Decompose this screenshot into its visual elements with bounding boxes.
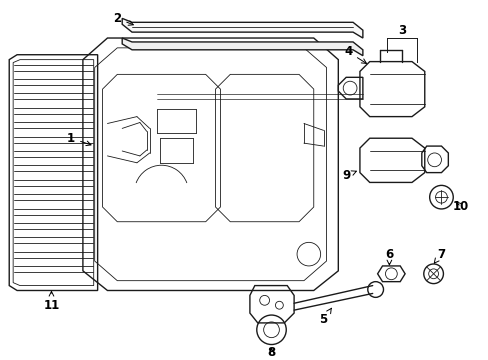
Text: 6: 6 <box>385 248 393 265</box>
Text: 11: 11 <box>43 291 60 312</box>
Text: 8: 8 <box>267 346 275 359</box>
Text: 4: 4 <box>344 45 366 63</box>
Text: 7: 7 <box>433 248 445 263</box>
Polygon shape <box>122 18 362 38</box>
Text: 9: 9 <box>341 169 356 182</box>
Text: 1: 1 <box>67 132 91 145</box>
Polygon shape <box>122 38 362 56</box>
Text: 3: 3 <box>397 24 406 37</box>
Text: 5: 5 <box>319 308 331 327</box>
Text: 2: 2 <box>113 12 133 25</box>
Text: 10: 10 <box>452 201 468 213</box>
